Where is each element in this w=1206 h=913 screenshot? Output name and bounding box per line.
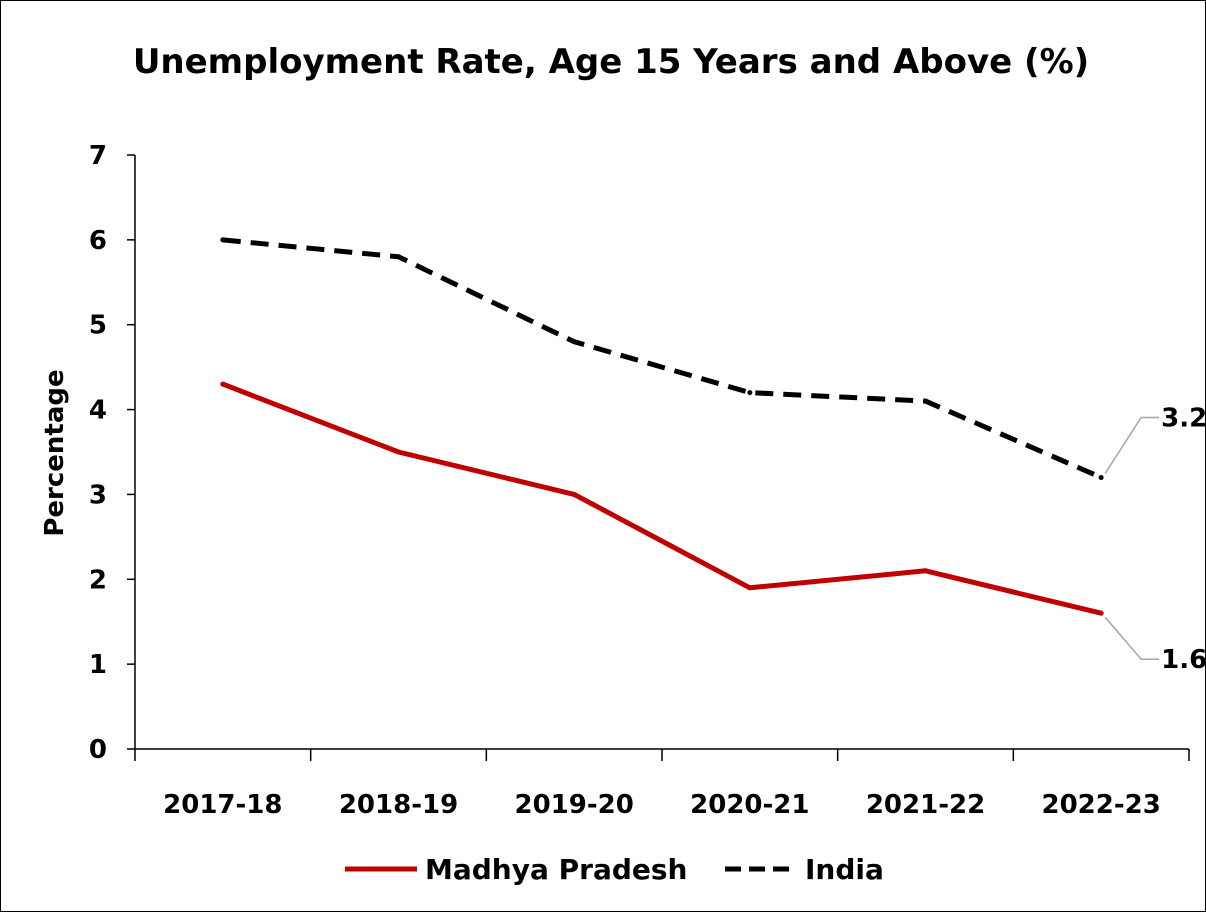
data-point <box>747 585 753 591</box>
data-label: 1.6 <box>1161 645 1206 675</box>
data-point <box>571 339 577 345</box>
data-point <box>220 237 226 243</box>
data-point <box>396 449 401 455</box>
data-point <box>396 254 401 260</box>
y-axis-title: Percentage <box>40 369 70 536</box>
legend: Madhya Pradesh India <box>345 853 884 886</box>
x-tick-label: 2019-20 <box>514 790 633 820</box>
leader-line <box>1104 616 1160 660</box>
series-layer <box>220 237 1104 616</box>
x-tick-label: 2017-18 <box>163 790 282 820</box>
data-point <box>1098 474 1104 480</box>
data-point <box>220 381 226 387</box>
data-point <box>571 491 577 497</box>
y-tick-label: 4 <box>89 396 107 426</box>
data-point <box>923 568 928 574</box>
data-label: 3.2 <box>1161 403 1206 433</box>
data-point <box>923 398 928 404</box>
data-point <box>1098 610 1104 616</box>
leader-line <box>1104 416 1160 474</box>
y-tick-label: 5 <box>89 311 107 341</box>
x-tick-label: 2020-21 <box>690 790 809 820</box>
x-tick-label: 2021-22 <box>866 790 985 820</box>
chart-title: Unemployment Rate, Age 15 Years and Abov… <box>133 42 1089 82</box>
series-line-madhya-pradesh <box>221 381 1102 616</box>
y-tick-label: 2 <box>89 565 107 595</box>
y-tick-label: 3 <box>89 480 107 510</box>
legend-label: Madhya Pradesh <box>425 853 688 886</box>
annotation-layer: 3.2 1.6 <box>1104 403 1206 675</box>
y-tick-label: 6 <box>89 226 107 256</box>
series-line-india <box>222 237 1103 480</box>
x-tick-label: 2018-19 <box>339 790 458 820</box>
x-tick-label: 2022-23 <box>1041 790 1160 820</box>
y-tick-label: 7 <box>89 141 107 171</box>
data-point <box>747 390 753 396</box>
axes <box>127 154 1190 761</box>
tick-labels: 0 1 2 3 4 5 6 7 2017-18 2018-19 2019-20 2020-21 2021… <box>89 141 1161 820</box>
y-tick-label: 0 <box>89 735 107 765</box>
legend-label: India <box>805 853 884 886</box>
y-tick-label: 1 <box>89 650 107 680</box>
